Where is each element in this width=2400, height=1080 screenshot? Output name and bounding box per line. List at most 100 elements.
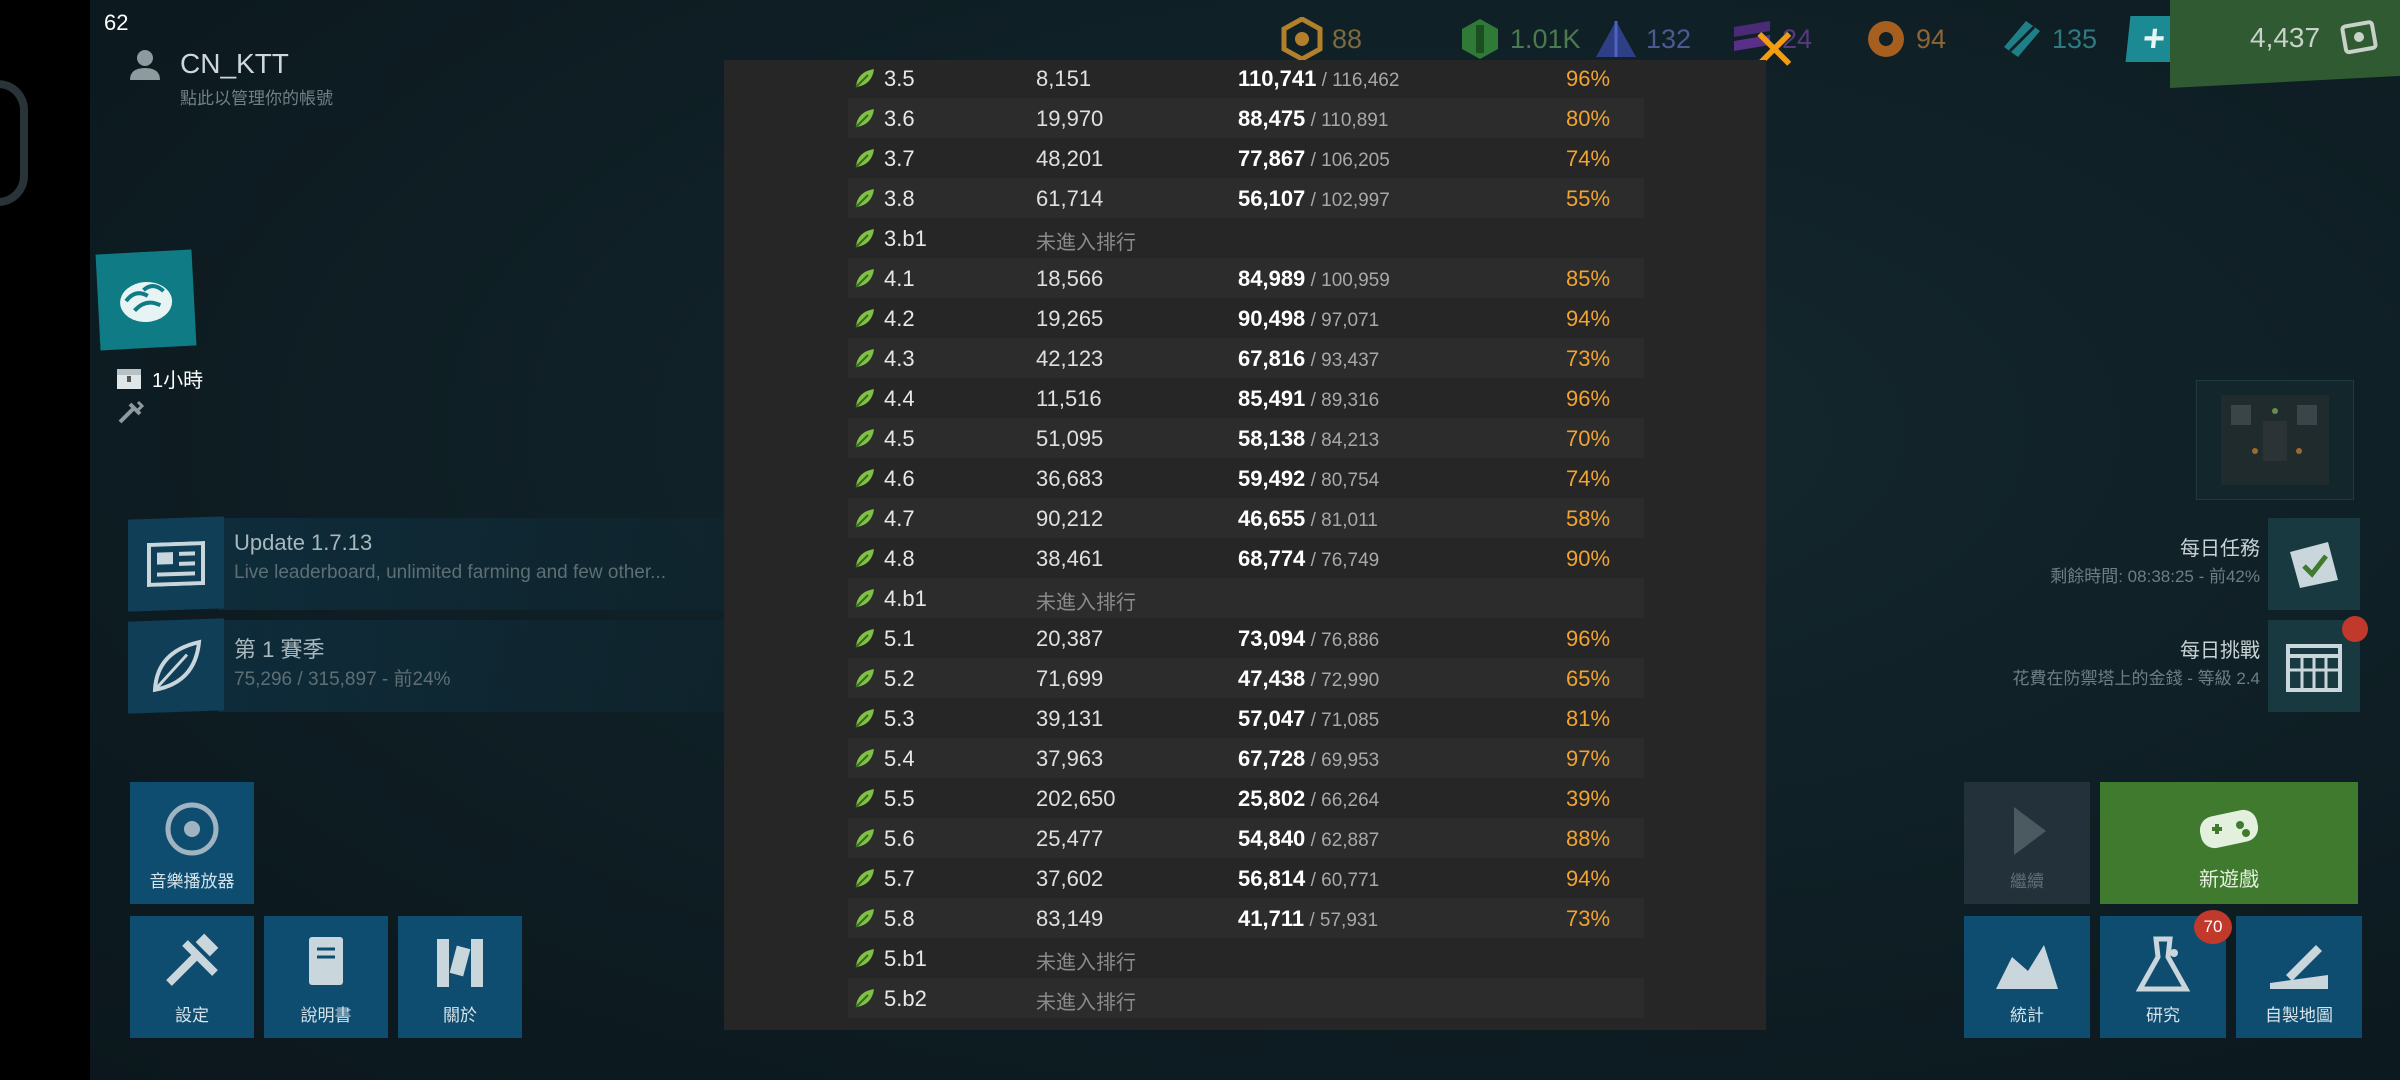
resource-teal-value: 135 <box>2052 23 2098 54</box>
score-total: / 84,213 <box>1305 430 1380 451</box>
leaderboard-row[interactable]: 4.1 18,566 84,989 / 100,959 85% <box>848 258 1644 298</box>
custom-map-button[interactable]: 自製地圖 <box>2236 916 2362 1038</box>
leaderboard-row[interactable]: 4.b1 未進入排行 <box>848 578 1644 618</box>
leaderboard-row[interactable]: 3.5 8,151 110,741 / 116,462 96% <box>848 58 1644 98</box>
manual-button[interactable]: 說明書 <box>264 916 388 1038</box>
level-label: 3.8 <box>884 186 915 211</box>
leaderboard-row[interactable]: 5.3 39,131 57,047 / 71,085 81% <box>848 698 1644 738</box>
rank-value: 未進入排行 <box>1036 952 1136 974</box>
rank-value: 36,683 <box>1036 466 1104 491</box>
score-value: 73,094 / 76,886 <box>1238 626 1379 652</box>
percentile-value: 39% <box>1566 786 1611 811</box>
settings-button[interactable]: 設定 <box>130 916 254 1038</box>
leaderboard-row[interactable]: 4.6 36,683 59,492 / 80,754 74% <box>848 458 1644 498</box>
music-player-button[interactable]: 音樂播放器 <box>130 782 254 904</box>
score-number: 59,492 <box>1238 466 1306 491</box>
leaderboard-row[interactable]: 5.4 37,963 67,728 / 69,953 97% <box>848 738 1644 778</box>
leaf-icon <box>855 189 874 208</box>
leaderboard-row[interactable]: 3.b1 未進入排行 <box>848 218 1644 258</box>
score-total: / 89,316 <box>1305 390 1380 411</box>
score-number: 56,814 <box>1238 866 1306 891</box>
resource-blue[interactable]: 132 <box>1594 14 1691 64</box>
rank-value: 51,095 <box>1036 426 1104 451</box>
score-total: / 69,953 <box>1305 750 1380 771</box>
score-value: 46,655 / 81,011 <box>1238 506 1378 532</box>
rank-value: 未進入排行 <box>1036 232 1136 254</box>
leaderboard-row[interactable]: 4.7 90,212 46,655 / 81,011 58% <box>848 498 1644 538</box>
hexagon-frame-icon <box>0 80 28 206</box>
leaderboard-row[interactable]: 3.8 61,714 56,107 / 102,997 55% <box>848 178 1644 218</box>
resource-purple[interactable]: 24 <box>1730 14 1812 64</box>
score-value: 77,867 / 106,205 <box>1238 146 1390 172</box>
leaderboard-row[interactable]: 4.3 42,123 67,816 / 93,437 73% <box>848 338 1644 378</box>
score-total: / 76,749 <box>1305 550 1380 571</box>
profile-button[interactable]: CN_KTT 點此以管理你的帳號 <box>128 46 448 110</box>
teal-prism-icon <box>2004 21 2040 57</box>
leaderboard-row[interactable]: 5.5 202,650 25,802 / 66,264 39% <box>848 778 1644 818</box>
leaderboard-row[interactable]: 3.6 19,970 88,475 / 110,891 80% <box>848 98 1644 138</box>
level-label: 5.5 <box>884 786 915 811</box>
level-label: 3.5 <box>884 66 915 91</box>
news-subtitle: Live leaderboard, unlimited farming and … <box>234 562 666 583</box>
leaf-icon <box>855 309 874 328</box>
news-badge <box>128 516 224 612</box>
score-total: / 100,959 <box>1305 270 1390 291</box>
season-title: 第 1 賽季 <box>234 637 325 662</box>
leaf-icon <box>152 639 202 693</box>
leaf-icon <box>855 229 874 248</box>
score-total: / 76,886 <box>1305 630 1380 651</box>
leaderboard-row[interactable]: 5.8 83,149 41,711 / 57,931 73% <box>848 898 1644 938</box>
money-bill-icon <box>2340 20 2378 55</box>
about-button[interactable]: 關於 <box>398 916 522 1038</box>
leaderboard-row[interactable]: 5.6 25,477 54,840 / 62,887 88% <box>848 818 1644 858</box>
season-progress[interactable]: 第 1 賽季 75,296 / 315,897 - 前24% <box>128 618 778 714</box>
level-label: 5.6 <box>884 826 915 851</box>
leaderboard-row[interactable]: 4.5 51,095 58,138 / 84,213 70% <box>848 418 1644 458</box>
daily-challenge-title: 每日挑戰 <box>2180 640 2260 662</box>
continue-button[interactable]: 繼續 <box>1964 782 2090 904</box>
leaderboard-row[interactable]: 3.7 48,201 77,867 / 106,205 74% <box>848 138 1644 178</box>
score-total: / 72,990 <box>1305 670 1380 691</box>
leaderboard-row[interactable]: 5.1 20,387 73,094 / 76,886 96% <box>848 618 1644 658</box>
edit-map-icon <box>2270 945 2328 989</box>
music-player-label: 音樂播放器 <box>149 872 235 891</box>
news-update[interactable]: Update 1.7.13 Live leaderboard, unlimite… <box>128 516 778 612</box>
rank-value: 19,265 <box>1036 306 1104 331</box>
leaderboard-row[interactable]: 4.8 38,461 68,774 / 76,749 90% <box>848 538 1644 578</box>
rank-value: 37,963 <box>1036 746 1104 771</box>
resource-coins[interactable]: 88 <box>1280 14 1362 64</box>
new-game-button[interactable]: 新遊戲 <box>2100 782 2358 904</box>
stats-button[interactable]: 統計 <box>1964 916 2090 1038</box>
percentile-value: 96% <box>1566 66 1611 91</box>
leaf-icon <box>855 469 874 488</box>
checklist-icon <box>2290 542 2338 588</box>
leaf-icon <box>855 909 874 928</box>
score-number: 88,475 <box>1238 106 1306 131</box>
leaderboard-row[interactable]: 5.2 71,699 47,438 / 72,990 65% <box>848 658 1644 698</box>
leaderboard-table[interactable]: 3.5 8,151 110,741 / 116,462 96% 3.6 19,970 88,… <box>848 58 1644 1018</box>
leaf-icon <box>855 389 874 408</box>
leaf-icon <box>855 829 874 848</box>
leaderboard-row[interactable]: 4.2 19,265 90,498 / 97,071 94% <box>848 298 1644 338</box>
score-total: / 102,997 <box>1305 190 1390 211</box>
rank-value: 未進入排行 <box>1036 992 1136 1014</box>
leaderboard-row[interactable]: 5.b2 未進入排行 <box>848 978 1644 1018</box>
score-value: 56,107 / 102,997 <box>1238 186 1390 212</box>
map-preview[interactable] <box>2196 380 2354 500</box>
newspaper-icon <box>147 540 205 588</box>
leaderboard-row[interactable]: 5.7 37,602 56,814 / 60,771 94% <box>848 858 1644 898</box>
leaf-icon <box>855 629 874 648</box>
leaderboard-row[interactable]: 4.4 11,516 85,491 / 89,316 96% <box>848 378 1644 418</box>
resource-green-value: 1.01K <box>1510 23 1581 54</box>
score-number: 58,138 <box>1238 426 1306 451</box>
leaf-icon <box>855 429 874 448</box>
tower-card-button[interactable] <box>95 249 197 351</box>
resource-teal[interactable]: 135 <box>2000 14 2097 64</box>
leaderboard-row[interactable]: 5.b1 未進入排行 <box>848 938 1644 978</box>
level-label: 4.1 <box>884 266 915 291</box>
daily-challenge[interactable]: 每日挑戰 花費在防禦塔上的金錢 - 等級 2.4 <box>1980 620 2400 712</box>
resource-orange[interactable]: 94 <box>1864 14 1946 64</box>
resource-green[interactable]: 1.01K <box>1458 14 1581 64</box>
leaf-icon <box>855 549 874 568</box>
daily-quest[interactable]: 每日任務 剩餘時間: 08:38:25 - 前42% <box>1980 518 2400 610</box>
